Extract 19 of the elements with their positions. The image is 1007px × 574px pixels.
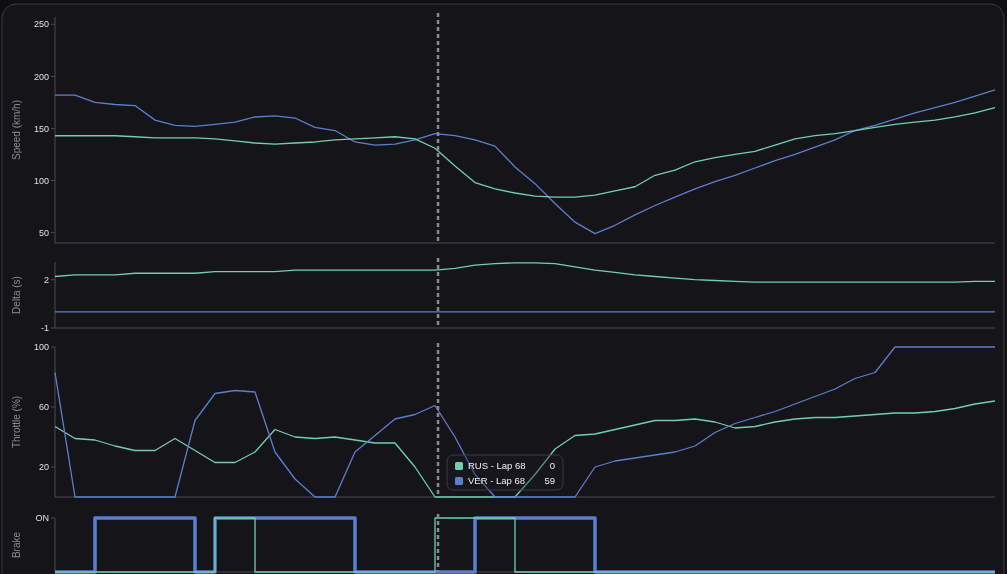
y-tick-label: 20	[38, 462, 49, 473]
y-axis-title: Delta (s)	[11, 276, 22, 314]
text: ON	[35, 513, 49, 524]
y-axis-title: Throttle (%)	[11, 395, 22, 449]
y-tick-label: 50	[38, 227, 49, 238]
legend-label: VER - Lap 68	[468, 475, 526, 487]
y-tick-label: 100	[33, 342, 49, 353]
legend-label: RUS - Lap 68	[468, 460, 526, 472]
y-axis-title: Brake	[11, 531, 22, 559]
y-tick-label: 200	[33, 71, 49, 82]
y-tick-label: 250	[33, 19, 49, 30]
annotation: 0	[549, 460, 555, 472]
y-tick-label: -1	[40, 323, 49, 334]
y-axis-title: Speed (km/h)	[11, 99, 22, 161]
y-tick-label: 2	[43, 274, 49, 285]
y-tick-label: 100	[33, 175, 49, 186]
annotation: 59	[544, 475, 555, 487]
y-tick-label: 60	[38, 402, 49, 413]
y-tick-label: 150	[33, 123, 49, 134]
